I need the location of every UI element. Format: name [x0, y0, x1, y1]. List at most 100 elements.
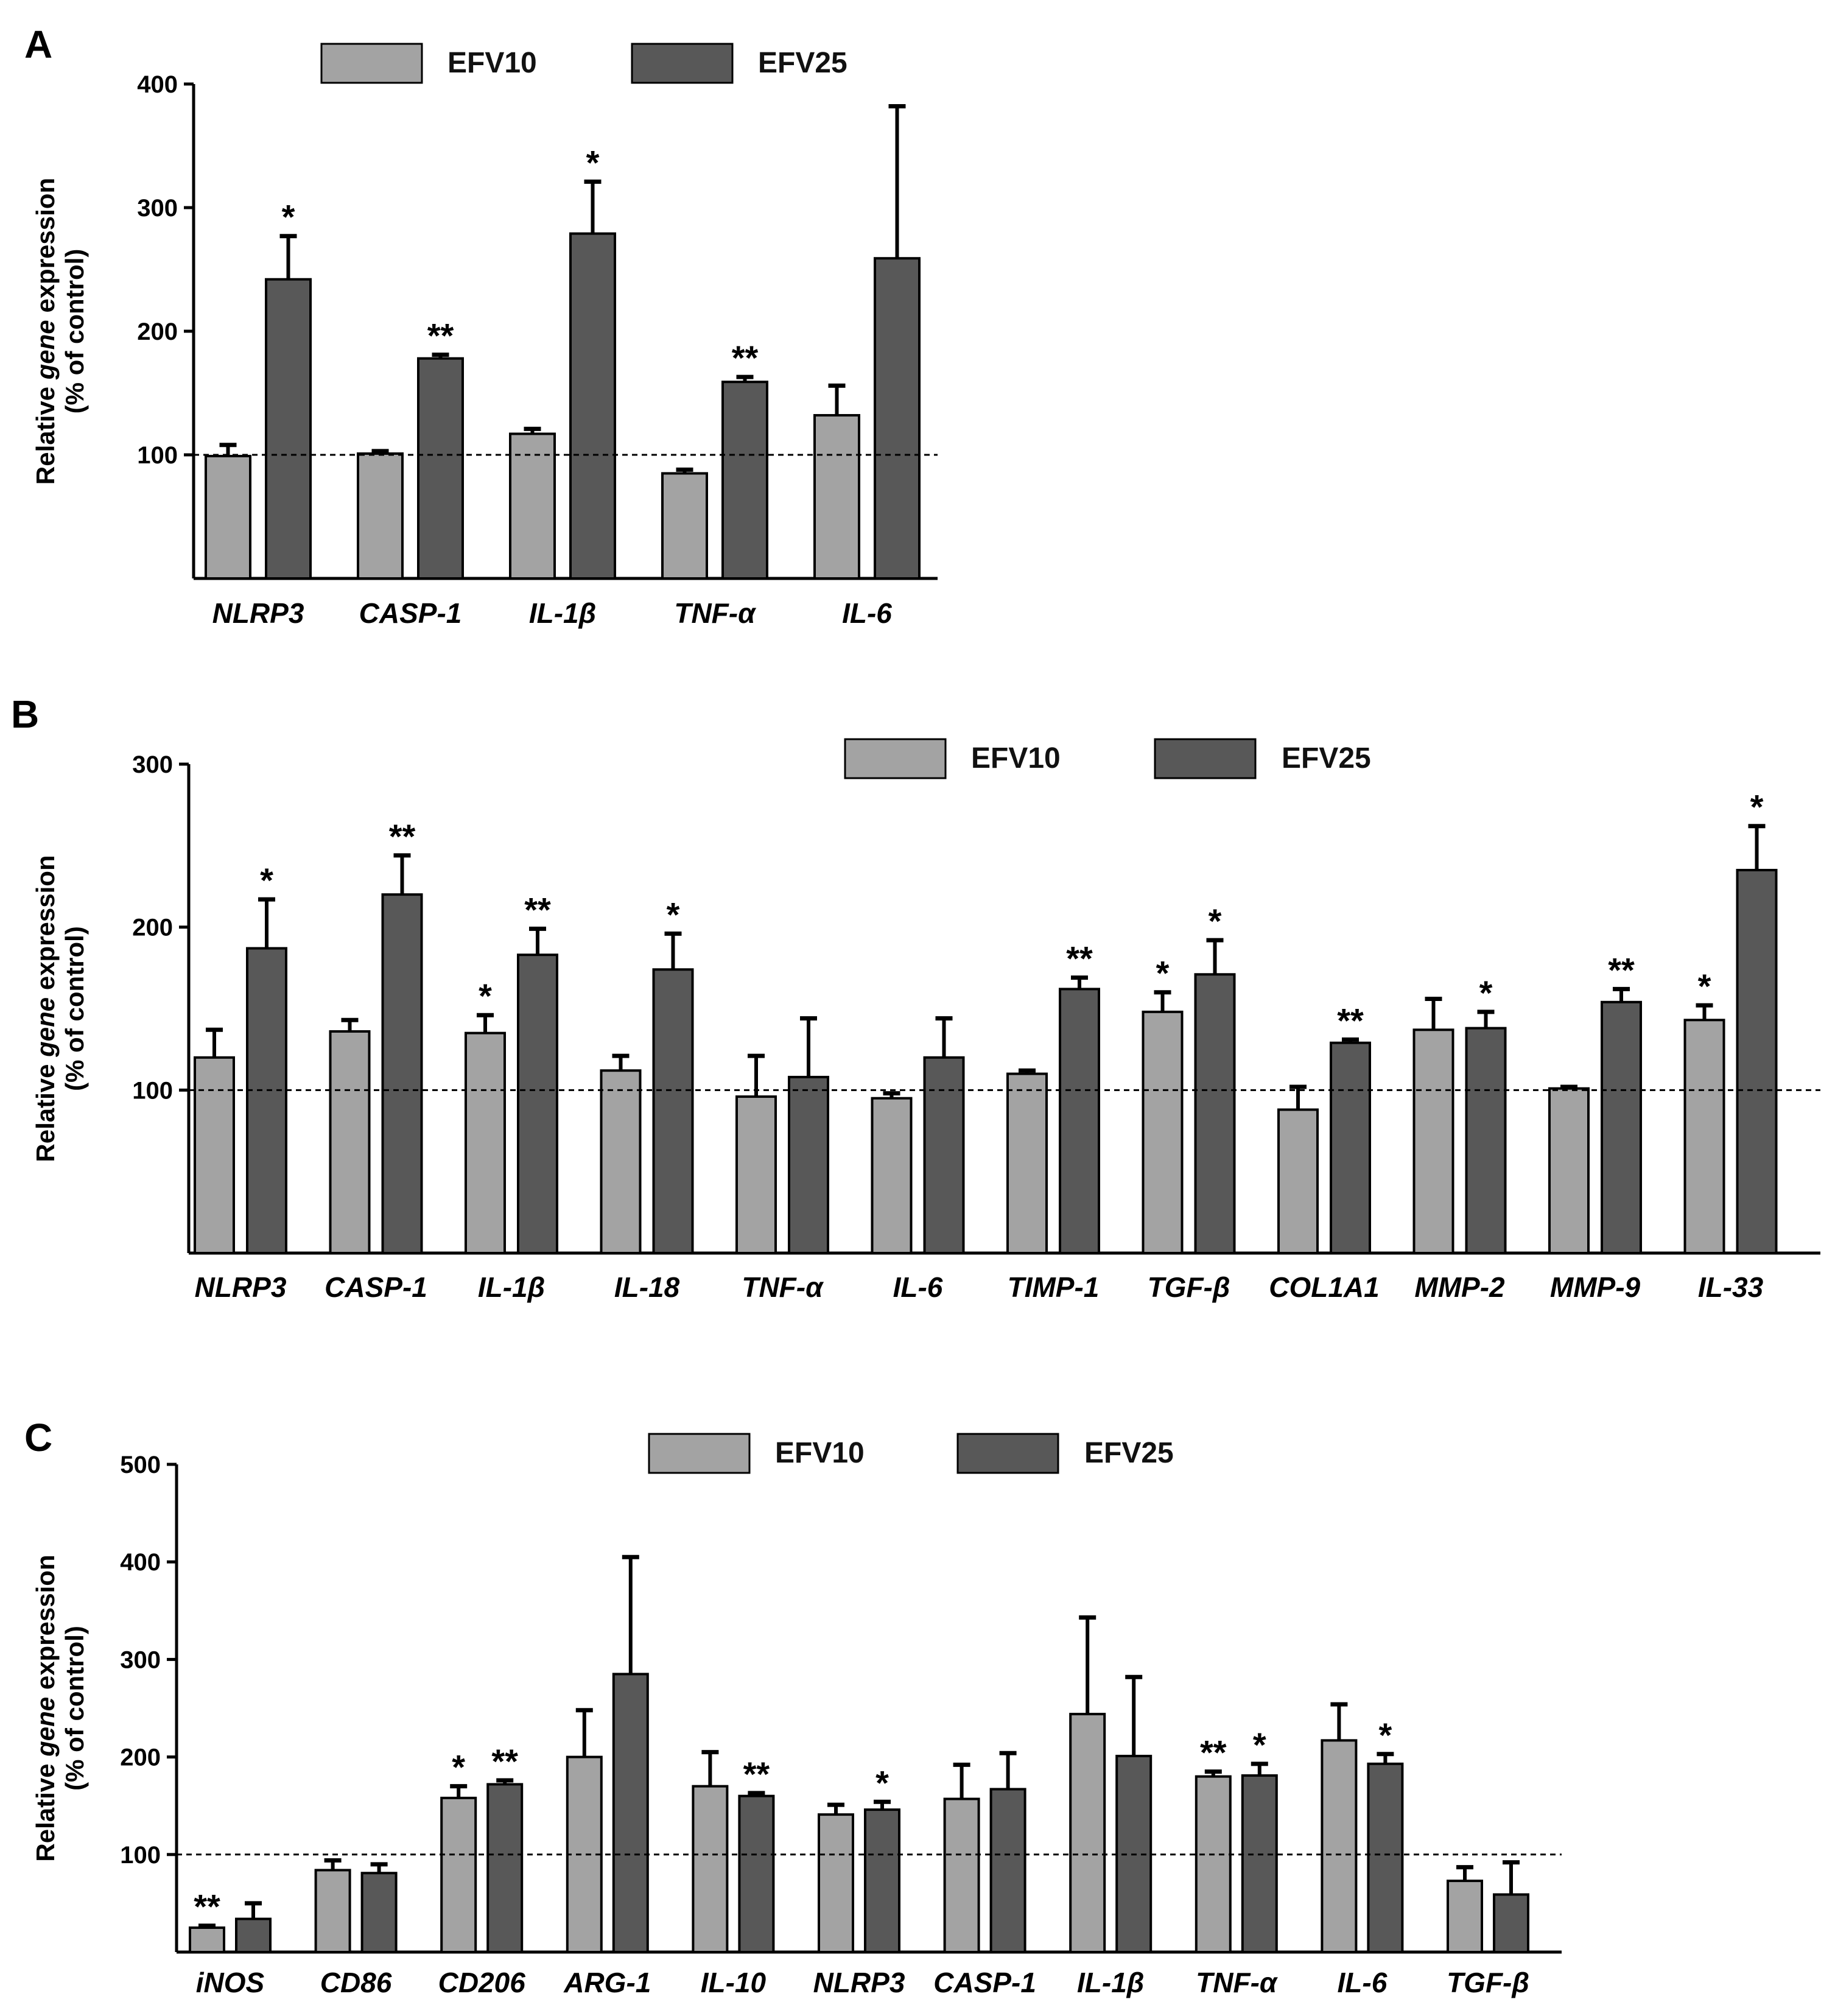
category-label: IL-18	[614, 1271, 680, 1303]
category-label: TNF-α	[674, 597, 757, 629]
y-axis-label-part: gene	[31, 320, 60, 380]
legend-swatch-efv25	[956, 1433, 1059, 1474]
legend-swatch-efv10	[320, 43, 423, 84]
legend-label-efv10: EFV10	[775, 1437, 865, 1469]
y-axis-label-part: gene	[31, 1697, 60, 1757]
bar-efv25	[652, 968, 694, 1254]
bar-efv25	[874, 257, 921, 580]
y-axis-label-part: expression	[31, 855, 60, 997]
significance-mark: *	[1253, 1726, 1266, 1764]
y-axis-label: Relative gene expression	[31, 1554, 60, 1861]
significance-mark: **	[1608, 950, 1635, 989]
y-axis-label-line2: (% of control)	[60, 926, 89, 1091]
significance-mark: **	[524, 890, 551, 929]
category-label: MMP-2	[1414, 1271, 1505, 1303]
bar-efv25	[417, 357, 464, 580]
legend-swatch-efv25	[1154, 738, 1257, 779]
bar-efv10	[1195, 1775, 1232, 1953]
legend-swatch-efv10	[844, 738, 947, 779]
bar-efv25	[517, 954, 558, 1255]
category-label: iNOS	[196, 1967, 265, 1998]
significance-mark: **	[389, 817, 416, 855]
category-label: NLRP3	[195, 1271, 287, 1303]
bar-efv10	[189, 1926, 225, 1953]
significance-mark: **	[491, 1742, 518, 1780]
category-label: CD86	[320, 1967, 392, 1998]
y-axis-label-line2: (% of control)	[60, 249, 89, 414]
bar-efv25	[612, 1673, 649, 1953]
y-axis-label-part: expression	[31, 178, 60, 320]
significance-mark: **	[1200, 1733, 1227, 1772]
significance-mark: **	[732, 339, 759, 377]
legend-label-efv25: EFV25	[1084, 1437, 1174, 1469]
bar-efv25	[1059, 988, 1100, 1254]
y-tick-label: 400	[120, 1549, 161, 1576]
y-axis-label: Relative gene expression	[31, 178, 60, 485]
bar-efv10	[465, 1031, 506, 1255]
category-label: CASP-1	[359, 597, 462, 629]
bar-efv25	[721, 381, 768, 580]
bar-efv10	[871, 1097, 913, 1255]
y-axis-label-part: Relative	[31, 1057, 60, 1162]
significance-mark: *	[452, 1748, 465, 1786]
significance-mark: *	[1698, 967, 1711, 1005]
category-label: IL-33	[1698, 1271, 1764, 1303]
category-label: TNF-α	[742, 1271, 824, 1303]
significance-mark: **	[1337, 1001, 1364, 1039]
significance-mark: *	[667, 895, 680, 933]
bar-efv25	[1330, 1041, 1371, 1254]
bar-efv10	[329, 1030, 371, 1255]
bar-efv10	[735, 1095, 777, 1255]
bar-efv10	[205, 455, 251, 580]
bar-efv10	[1321, 1739, 1358, 1953]
y-tick-label: 100	[120, 1842, 161, 1869]
bar-efv10	[600, 1069, 642, 1255]
bar-efv10	[194, 1056, 235, 1255]
category-label: ARG-1	[563, 1967, 651, 1998]
legend-swatch-efv25	[631, 43, 734, 84]
category-label: MMP-9	[1550, 1271, 1641, 1303]
bar-efv25	[1367, 1762, 1404, 1953]
bar-efv10	[943, 1797, 980, 1954]
legend-label-efv25: EFV25	[1282, 742, 1371, 774]
significance-mark: **	[427, 317, 454, 355]
bar-efv10	[813, 414, 860, 580]
category-label: IL-10	[701, 1967, 767, 1998]
category-label: CASP-1	[325, 1271, 427, 1303]
legend-label-efv25: EFV25	[758, 47, 847, 79]
category-label: COL1A1	[1269, 1271, 1379, 1303]
bar-efv25	[1493, 1893, 1529, 1953]
y-axis-label: Relative gene expression	[31, 855, 60, 1162]
bar-efv10	[1069, 1713, 1106, 1954]
category-label: NLRP3	[212, 597, 304, 629]
bar-efv25	[1241, 1774, 1278, 1954]
bar-efv25	[486, 1783, 524, 1954]
category-label: IL-6	[842, 597, 892, 629]
bar-efv10	[1548, 1087, 1590, 1254]
category-label: CD206	[438, 1967, 526, 1998]
bar-efv10	[1412, 1028, 1454, 1254]
chart-panel-b: B Relative gene expression(% of control) 1…	[11, 692, 1820, 1303]
category-label: IL-1β	[529, 597, 596, 629]
bar-efv25	[1736, 868, 1778, 1254]
bar-efv25	[923, 1056, 965, 1255]
y-tick-label: 100	[132, 1077, 173, 1104]
y-axis-label-part: gene	[31, 997, 60, 1058]
y-tick-label: 200	[132, 915, 173, 941]
bar-efv10	[440, 1796, 477, 1954]
significance-mark: *	[1156, 954, 1170, 992]
legend-swatch-efv10	[648, 1433, 751, 1474]
bar-efv10	[1142, 1010, 1184, 1255]
panel-letter: C	[24, 1416, 52, 1459]
category-label: TGF-β	[1148, 1271, 1230, 1303]
bar-efv25	[1194, 973, 1236, 1255]
bar-efv25	[265, 278, 312, 580]
y-tick-label: 200	[120, 1744, 161, 1771]
bar-efv25	[569, 232, 616, 580]
panel-letter: A	[24, 23, 52, 66]
bar-efv10	[661, 472, 708, 580]
legend-label-efv10: EFV10	[971, 742, 1061, 774]
significance-mark: **	[1066, 940, 1093, 978]
category-label: CASP-1	[933, 1967, 1036, 1998]
